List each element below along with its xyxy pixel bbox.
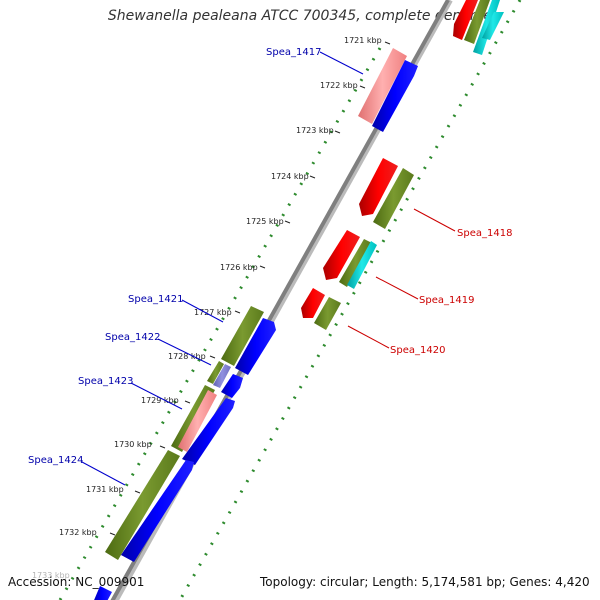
tick-label-1728: 1728 kbp [168,352,206,361]
label-spea-1418[interactable]: Spea_1418 [457,228,512,239]
gene-spea-1422b[interactable] [221,374,243,398]
gene-bottom-blue[interactable] [92,586,112,600]
connector-spea-1421 [181,299,224,323]
label-spea-1421[interactable]: Spea_1421 [128,294,183,305]
tick-label-1724: 1724 kbp [271,172,309,181]
genome-summary-text: Topology: circular; Length: 5,174,581 bp… [260,575,590,589]
label-spea-1424[interactable]: Spea_1424 [28,455,83,466]
orf-top-cyan-2 [482,12,504,40]
gene-spea-1419[interactable] [323,230,360,280]
orf-1417-pink [358,48,407,124]
connector-spea-1419 [375,276,419,300]
tick-label-1733: 1733 kbp [32,571,70,580]
orf-1422-green [207,361,224,384]
orf-1424-green [105,450,180,560]
gene-spea-1417[interactable] [372,60,418,132]
orf-1419-green [339,239,372,287]
label-spea-1417[interactable]: Spea_1417 [266,47,321,58]
orf-1419-cyan [347,241,377,289]
orf-top-green [464,0,490,44]
tick-label-1727: 1727 kbp [194,308,232,317]
connector-spea-1422 [157,338,212,366]
gene-spea-1423[interactable] [178,390,217,452]
tick-label-1729: 1729 kbp [141,396,179,405]
tick-label-1730: 1730 kbp [114,440,152,449]
tick-label-1721: 1721 kbp [344,36,382,45]
tick-marks [109,41,391,536]
gene-spea-1422[interactable] [213,364,231,388]
tick-label-1725: 1725 kbp [246,217,284,226]
label-spea-1420[interactable]: Spea_1420 [390,345,445,356]
accession-text: Accession: NC_009901 [8,575,145,589]
gene-spea-1424[interactable] [121,460,194,562]
connector-spea-1420 [347,325,390,349]
connector-spea-1418 [413,208,456,232]
tick-label-1732: 1732 kbp [59,528,97,537]
map-title: Shewanella pealeana ATCC 700345, complet… [107,8,493,24]
tick-label-1731: 1731 kbp [86,485,124,494]
gene-spea-1421[interactable] [235,318,276,375]
orf-1421-green [221,306,264,366]
orf-1420-green [314,297,341,330]
gene-spea-1423b[interactable] [182,398,235,465]
connector-spea-1417 [319,51,364,75]
tick-label-1726: 1726 kbp [220,263,258,272]
reverse-gene-top-red[interactable] [453,0,478,40]
label-spea-1422[interactable]: Spea_1422 [105,332,160,343]
gene-spea-1420[interactable] [301,288,325,318]
label-spea-1423[interactable]: Spea_1423 [78,376,133,387]
tick-label-1722: 1722 kbp [320,81,358,90]
orf-1418-green [373,168,414,229]
connector-spea-1423 [130,382,183,410]
tick-label-1723: 1723 kbp [296,126,334,135]
gene-spea-1418[interactable] [359,158,398,216]
connector-spea-1424 [81,461,126,486]
label-spea-1419[interactable]: Spea_1419 [419,295,474,306]
